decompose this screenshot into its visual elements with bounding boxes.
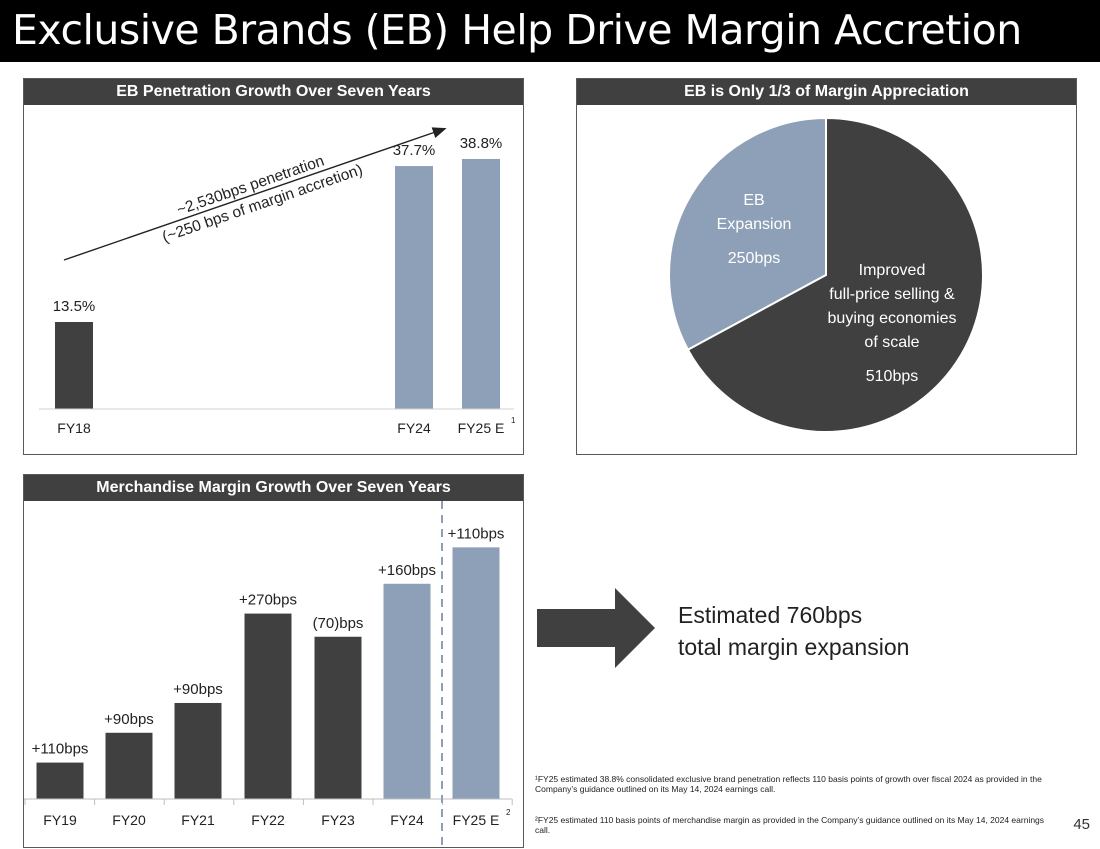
margin-appreciation-pie: EB Expansion 250bps Improved full-price sell… [668,116,984,433]
slice-label: of scale [864,334,919,351]
tick-label: FY25 E [458,420,505,436]
page-number: 45 [1073,816,1090,833]
bar-fy18 [55,322,93,409]
tick-label: FY24 [390,812,424,828]
pie-slice-1 [686,116,984,433]
eb-penetration-panel: EB Penetration Growth Over Seven Years 1… [23,78,524,455]
data-label: 38.8% [460,135,503,152]
page-title: Exclusive Brands (EB) Help Drive Margin … [12,6,1022,54]
merch-margin-header: Merchandise Margin Growth Over Seven Yea… [24,475,523,501]
data-label: +160bps [378,562,436,579]
trend-arrow [63,127,447,261]
title-bar: Exclusive Brands (EB) Help Drive Margin … [0,0,1100,62]
data-label: 37.7% [393,142,436,159]
tick-superscript: 1 [511,416,516,425]
tick-label: FY22 [251,812,285,828]
pie-slice-0 [668,116,827,352]
bar-fy25-e [452,547,500,799]
merch-margin-chart: +110bps FY19 +90bps FY20 +90bps FY21 +270bps FY… [24,501,513,847]
tick-label: FY18 [57,420,91,436]
data-label: +90bps [104,711,154,728]
bar-fy19 [36,762,84,799]
tick-label: FY21 [181,812,215,828]
slice-value-label: 250bps [728,250,781,267]
footnote-2: ²FY25 estimated 110 basis points of merc… [535,815,1045,835]
tick-label: FY23 [321,812,355,828]
slice-label: buying economies [828,310,957,327]
bar-fy24 [395,166,433,409]
data-label: +270bps [239,592,297,609]
slice-label: Expansion [717,216,792,233]
data-label: +110bps [32,741,89,758]
tick-label: FY24 [397,420,431,436]
data-label: (70)bps [313,615,364,632]
margin-appreciation-header: EB is Only 1/3 of Margin Appreciation [577,79,1076,105]
merch-margin-panel: Merchandise Margin Growth Over Seven Yea… [23,474,524,848]
bar-fy21 [174,702,222,799]
tick-superscript: 2 [506,808,511,817]
data-label: +110bps [448,525,505,542]
slice-value-label: 510bps [866,368,919,385]
bar-fy25-e [462,158,500,409]
footnote-1: ¹FY25 estimated 38.8% consolidated exclu… [535,774,1042,794]
arrow-summary-line2: total margin expansion [678,634,910,660]
arrow-summary-line1: Estimated 760bps [678,602,863,628]
bar-fy24 [383,583,431,799]
tick-label: FY20 [112,812,146,828]
bar-fy22 [244,613,292,799]
margin-appreciation-panel: EB is Only 1/3 of Margin Appreciation EB… [576,78,1077,455]
bar-fy20 [105,732,153,799]
tick-label: FY25 E [453,812,500,828]
arrow-summary-text: Estimated 760bps total margin expansion [678,599,1078,663]
slice-label: full-price selling & [829,286,955,303]
data-label: 13.5% [53,298,96,315]
arrow-right-icon [537,588,655,668]
data-label: +90bps [173,681,223,698]
slice-label: Improved [859,262,926,279]
eb-penetration-header: EB Penetration Growth Over Seven Years [24,79,523,105]
slice-label: EB [743,192,764,209]
tick-label: FY19 [43,812,77,828]
bar-fy23 [314,636,362,799]
